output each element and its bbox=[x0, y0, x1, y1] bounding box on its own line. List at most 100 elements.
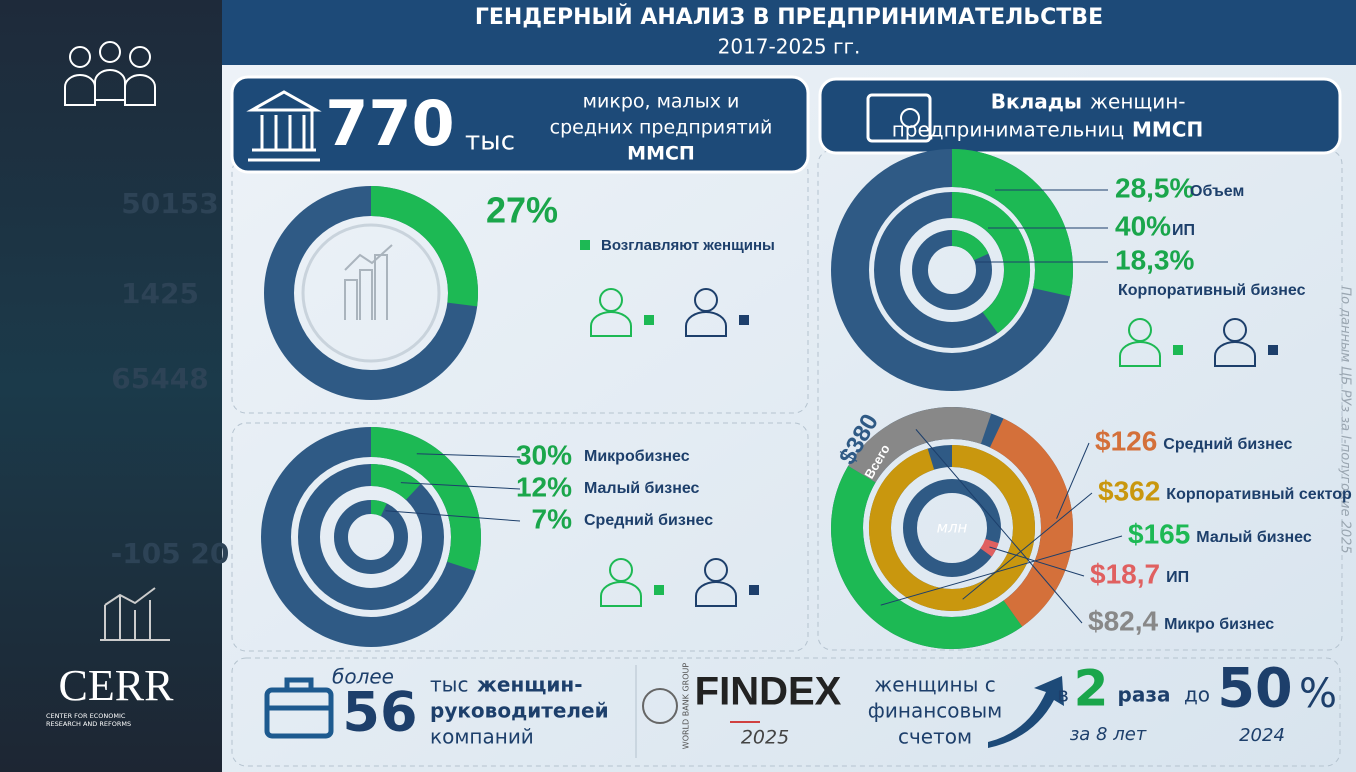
legend-swatch bbox=[580, 240, 590, 250]
donut-segment bbox=[989, 418, 1073, 627]
background-number: 1425 bbox=[121, 277, 199, 310]
logo-subtitle: CENTER FOR ECONOMIC bbox=[46, 712, 126, 720]
donut-segment bbox=[951, 149, 1073, 297]
donut-segment bbox=[370, 427, 481, 571]
category-label: Микробизнес bbox=[584, 448, 690, 465]
banner-title: предпринимательниц bbox=[892, 118, 1124, 142]
category-label: Малый бизнес bbox=[1196, 529, 1312, 546]
unit: млн bbox=[937, 519, 968, 537]
category-label: Объем bbox=[1190, 183, 1244, 200]
icon bbox=[1119, 341, 1161, 367]
icon bbox=[124, 74, 156, 106]
description: компаний bbox=[430, 725, 534, 749]
donut-segment bbox=[370, 186, 478, 307]
legend-label: Возглавляют женщины bbox=[601, 237, 775, 254]
icon bbox=[100, 587, 170, 641]
description: тыс bbox=[430, 673, 468, 697]
category-label: Средний бизнес bbox=[584, 512, 713, 529]
value-label: 28,5% bbox=[1115, 172, 1194, 203]
unit: раза bbox=[1118, 683, 1171, 707]
logo-subtitle: RESEARCH AND REFORMS bbox=[46, 720, 131, 728]
legend-swatch bbox=[749, 585, 759, 595]
value-label: 18,3% bbox=[1115, 244, 1194, 275]
logo: CERR bbox=[59, 661, 175, 710]
category-label: ИП bbox=[1166, 569, 1189, 586]
background-number: -105 20 bbox=[111, 537, 230, 570]
findex-name: FINDEX bbox=[695, 670, 842, 714]
description: ММСП bbox=[627, 143, 695, 165]
value-label: 27% bbox=[486, 190, 558, 231]
icon bbox=[866, 93, 932, 143]
prefix: до bbox=[1184, 683, 1210, 707]
header-band bbox=[222, 0, 1356, 65]
sidebar bbox=[0, 0, 222, 772]
icon bbox=[590, 311, 632, 337]
value-label: 7% bbox=[532, 503, 573, 534]
category-label: Микро бизнес bbox=[1164, 616, 1274, 633]
big-number: 50 bbox=[1217, 657, 1292, 720]
donut-segment bbox=[951, 192, 1030, 334]
panel bbox=[231, 657, 1341, 767]
leader-line bbox=[416, 453, 521, 458]
banner-title: ММСП bbox=[1132, 118, 1203, 142]
description: средних предприятий bbox=[550, 117, 773, 139]
icon bbox=[642, 688, 678, 724]
donut-segment bbox=[951, 230, 989, 261]
icon bbox=[900, 108, 920, 128]
legend-swatch bbox=[644, 315, 654, 325]
description: микро, малых и bbox=[583, 91, 740, 113]
icon bbox=[609, 558, 633, 582]
org: WORLD BANK GROUP bbox=[682, 663, 691, 750]
leader-line bbox=[1056, 442, 1090, 519]
category-label: Средний бизнес bbox=[1163, 436, 1292, 453]
icon bbox=[264, 687, 334, 739]
icon bbox=[685, 311, 727, 337]
prefix: в bbox=[1057, 683, 1069, 707]
icon bbox=[267, 677, 331, 711]
leader-line bbox=[385, 510, 521, 522]
description: женщины с bbox=[874, 673, 995, 697]
icon bbox=[99, 41, 121, 63]
icon bbox=[246, 90, 322, 162]
icon bbox=[129, 46, 151, 68]
donut-segment bbox=[980, 538, 999, 557]
deposits-banner bbox=[818, 77, 1342, 155]
unit: % bbox=[1299, 671, 1337, 717]
value-label: $126 bbox=[1095, 425, 1157, 456]
title: ГЕНДЕРНЫЙ АНАЛИЗ В ПРЕДПРИНИМАТЕЛЬСТВЕ bbox=[475, 4, 1103, 30]
background-number: 50153 bbox=[121, 187, 218, 220]
leader-line bbox=[962, 492, 1093, 600]
period: за 8 лет bbox=[1070, 724, 1147, 745]
description: финансовым bbox=[868, 699, 1002, 723]
leader-line bbox=[989, 546, 1085, 577]
donut-segment bbox=[370, 500, 387, 517]
icon bbox=[988, 676, 1064, 748]
big-number: 56 bbox=[342, 681, 417, 744]
subtitle: 2017-2025 гг. bbox=[718, 35, 861, 59]
legend-swatch bbox=[1173, 345, 1183, 355]
banner-title: женщин- bbox=[1090, 90, 1186, 114]
year: 2025 bbox=[741, 727, 789, 749]
legend-swatch bbox=[654, 585, 664, 595]
year: 2024 bbox=[1239, 725, 1285, 746]
icon bbox=[1214, 341, 1256, 367]
value-label: $18,7 bbox=[1090, 558, 1160, 589]
icon bbox=[600, 581, 642, 607]
category-label: Корпоративный сектор bbox=[1166, 486, 1352, 503]
value-label: 30% bbox=[516, 439, 572, 470]
icon bbox=[695, 581, 737, 607]
panel bbox=[231, 422, 809, 652]
value-label: $82,4 bbox=[1088, 605, 1158, 636]
value-label: $165 bbox=[1128, 518, 1190, 549]
icon bbox=[94, 69, 126, 101]
category-label: ИП bbox=[1172, 222, 1195, 239]
big-number: 770 bbox=[325, 87, 454, 160]
leader-line bbox=[400, 482, 521, 490]
source-note: По данным ЦБ РУз за I-полугодие 2025 bbox=[1338, 286, 1353, 553]
ring-track bbox=[301, 223, 441, 363]
category-label: Корпоративный бизнес bbox=[1118, 282, 1306, 299]
description: женщин- bbox=[477, 673, 583, 697]
prefix: более bbox=[332, 665, 394, 689]
donut-segment bbox=[370, 464, 421, 501]
